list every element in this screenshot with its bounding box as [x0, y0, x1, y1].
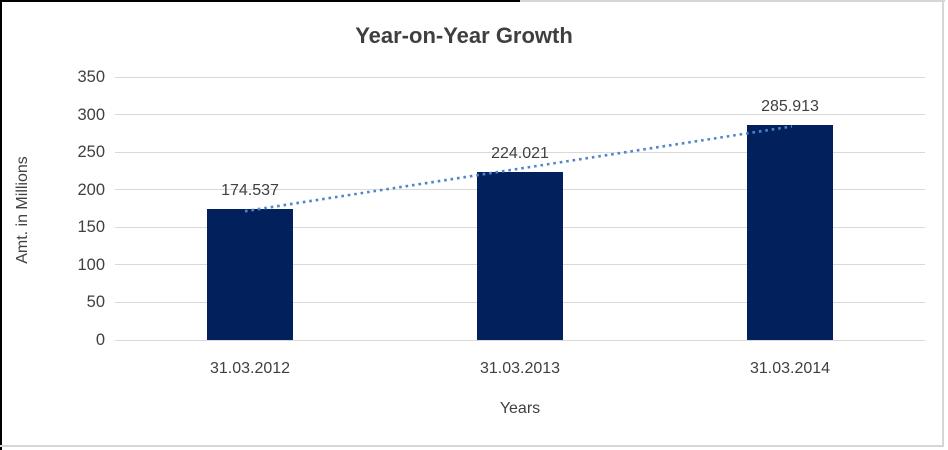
x-tick-label: 31.03.2012 [209, 360, 291, 377]
bar-31.03.2014 [747, 125, 833, 340]
y-tick-label: 300 [77, 105, 105, 124]
frame-top-border [0, 0, 520, 2]
x-tick-label: 31.03.2014 [749, 360, 831, 377]
gridline-300 [115, 114, 925, 116]
gridline-0 [115, 339, 925, 341]
y-tick-label: 100 [77, 255, 105, 274]
frame-top-gray-border [520, 0, 945, 2]
y-tick-label: 350 [77, 68, 105, 86]
trendline [244, 125, 793, 213]
bar-31.03.2012 [207, 208, 293, 340]
x-axis-title: Years [499, 400, 541, 417]
y-axis-title: Amt. in Millions [14, 156, 31, 264]
frame-bottom-border [0, 445, 944, 447]
chart-title: Year-on-Year Growth [355, 23, 573, 48]
gridline-250 [115, 151, 925, 153]
frame-left-border [0, 0, 2, 450]
data-label: 285.913 [761, 98, 819, 116]
x-tick-label: 31.03.2013 [479, 360, 561, 377]
data-label: 174.537 [221, 181, 279, 199]
y-tick-label: 0 [95, 331, 105, 349]
y-tick-label: 250 [77, 143, 105, 162]
y-tick-label: 150 [77, 218, 105, 237]
gridline-350 [115, 76, 925, 78]
data-label: 224.021 [491, 144, 549, 162]
bar-31.03.2013 [477, 171, 563, 340]
y-tick-label: 200 [77, 180, 105, 199]
y-tick-label: 50 [86, 293, 105, 312]
plot-area: 174.537 224.021 285.913 [115, 76, 925, 341]
frame-right-border [942, 0, 944, 447]
